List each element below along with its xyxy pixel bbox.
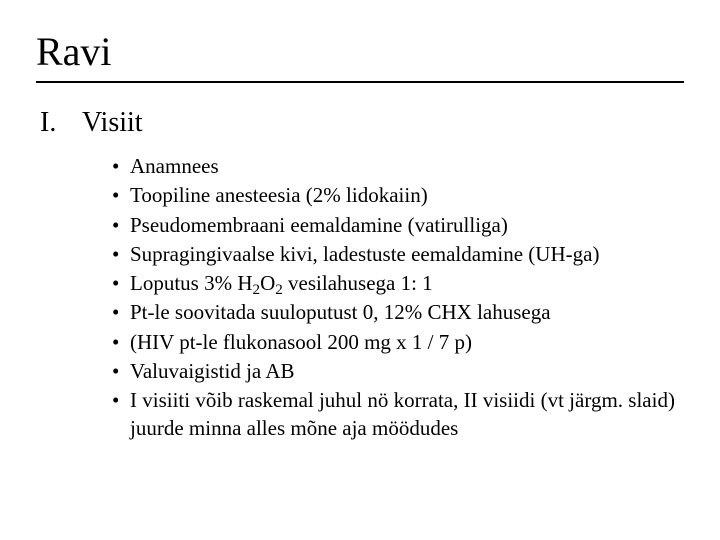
list-item-text: Supragingivaalse kivi, ladestuste eemald…: [130, 241, 684, 268]
list-item: •Anamnees: [112, 153, 684, 180]
bullet-icon: •: [112, 270, 130, 297]
bullet-icon: •: [112, 241, 130, 268]
list-item-text: Pt-le soovitada suuloputust 0, 12% CHX l…: [130, 299, 684, 326]
list-item: •Supragingivaalse kivi, ladestuste eemal…: [112, 241, 684, 268]
slide: Ravi I. Visiit •Anamnees •Toopiline anes…: [0, 0, 720, 540]
bullet-icon: •: [112, 329, 130, 356]
list-item-text: Loputus 3% H2O2 vesilahusega 1: 1: [130, 270, 684, 297]
bullet-icon: •: [112, 153, 130, 180]
bullet-icon: •: [112, 299, 130, 326]
list-item: •I visiiti võib raskemal juhul nö korrat…: [112, 387, 684, 442]
section-numeral: I.: [40, 107, 72, 139]
list-item-text: Anamnees: [130, 153, 684, 180]
bullet-icon: •: [112, 358, 130, 385]
section-heading-text: Visiit: [82, 107, 143, 139]
list-item: •Loputus 3% H2O2 vesilahusega 1: 1: [112, 270, 684, 297]
list-item-text: Toopiline anesteesia (2% lidokaiin): [130, 182, 684, 209]
list-item: •Toopiline anesteesia (2% lidokaiin): [112, 182, 684, 209]
list-item: •Pseudomembraani eemaldamine (vatirullig…: [112, 212, 684, 239]
list-item-text: Pseudomembraani eemaldamine (vatirulliga…: [130, 212, 684, 239]
bullet-icon: •: [112, 182, 130, 209]
title-rule: [36, 81, 684, 83]
list-item: •Pt-le soovitada suuloputust 0, 12% CHX …: [112, 299, 684, 326]
page-title: Ravi: [36, 28, 684, 75]
list-item: •(HIV pt-le flukonasool 200 mg x 1 / 7 p…: [112, 329, 684, 356]
list-item-text: I visiiti võib raskemal juhul nö korrata…: [130, 387, 684, 442]
list-item-text: (HIV pt-le flukonasool 200 mg x 1 / 7 p): [130, 329, 684, 356]
list-item: •Valuvaigistid ja AB: [112, 358, 684, 385]
bullet-list: •Anamnees •Toopiline anesteesia (2% lido…: [112, 153, 684, 442]
bullet-icon: •: [112, 387, 130, 414]
bullet-icon: •: [112, 212, 130, 239]
list-item-text: Valuvaigistid ja AB: [130, 358, 684, 385]
section-heading: I. Visiit: [40, 107, 684, 139]
